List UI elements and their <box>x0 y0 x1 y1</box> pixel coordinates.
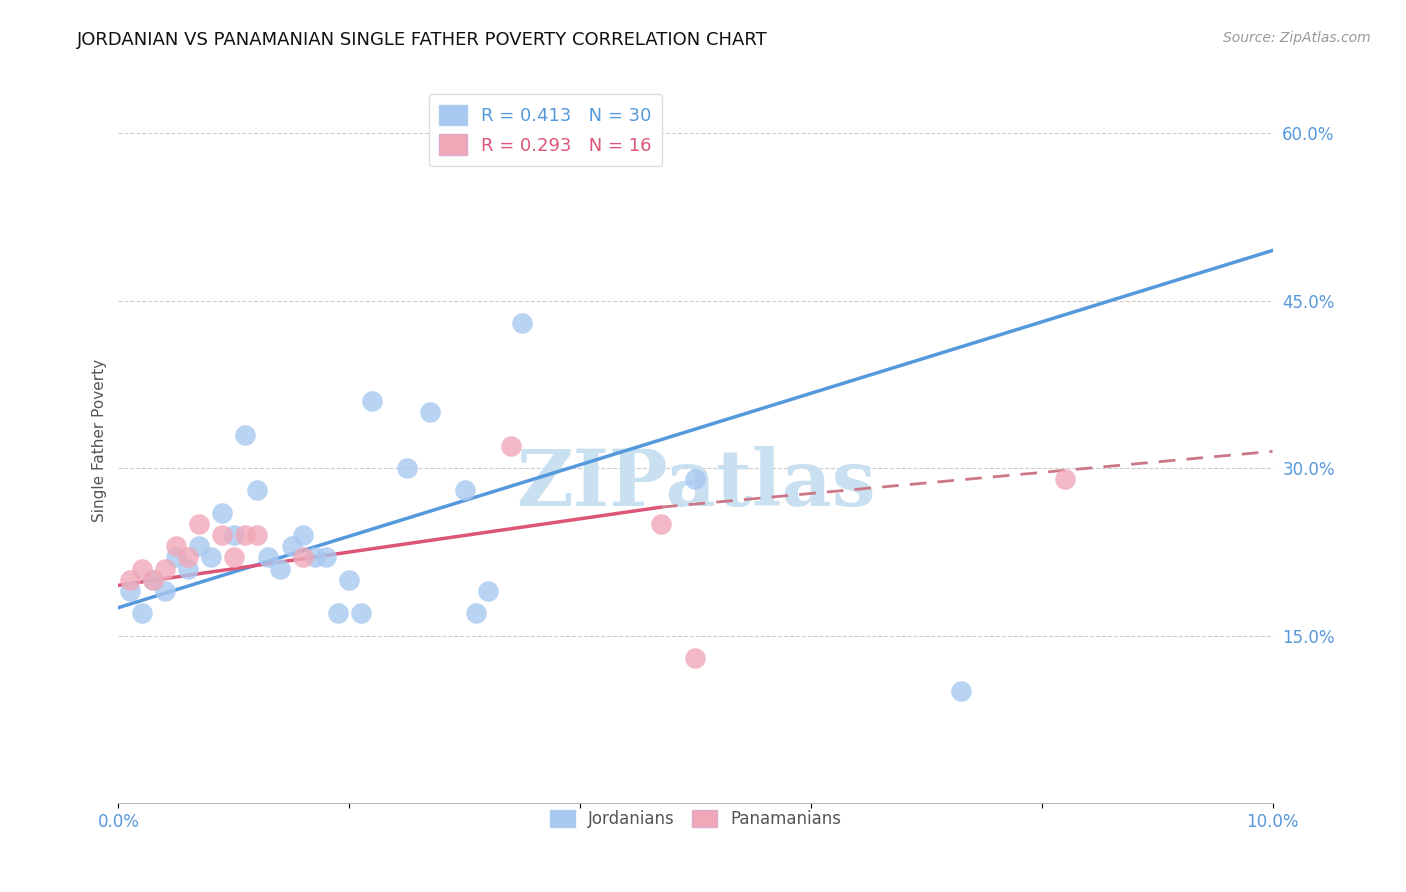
Point <box>176 561 198 575</box>
Text: Source: ZipAtlas.com: Source: ZipAtlas.com <box>1223 31 1371 45</box>
Point <box>685 472 707 486</box>
Point <box>131 606 153 620</box>
Point <box>650 516 672 531</box>
Point <box>222 550 245 565</box>
Point <box>465 606 488 620</box>
Point <box>153 583 176 598</box>
Point <box>235 528 257 542</box>
Point <box>292 550 315 565</box>
Point <box>361 394 384 409</box>
Point <box>477 583 499 598</box>
Point <box>326 606 349 620</box>
Point <box>118 583 141 598</box>
Point <box>1053 472 1076 486</box>
Point <box>292 528 315 542</box>
Point <box>142 573 165 587</box>
Y-axis label: Single Father Poverty: Single Father Poverty <box>93 359 107 522</box>
Point <box>419 405 441 419</box>
Point <box>131 561 153 575</box>
Point <box>211 528 233 542</box>
Point <box>257 550 280 565</box>
Point <box>269 561 291 575</box>
Point <box>499 439 522 453</box>
Point <box>949 684 972 698</box>
Point <box>200 550 222 565</box>
Point <box>246 528 269 542</box>
Legend: Jordanians, Panamanians: Jordanians, Panamanians <box>543 803 848 835</box>
Point <box>153 561 176 575</box>
Text: ZIPatlas: ZIPatlas <box>516 446 876 522</box>
Point <box>512 316 534 330</box>
Point <box>222 528 245 542</box>
Point <box>453 483 475 498</box>
Point <box>395 461 418 475</box>
Point <box>188 539 211 553</box>
Point <box>350 606 373 620</box>
Point <box>280 539 302 553</box>
Point <box>118 573 141 587</box>
Point <box>315 550 337 565</box>
Point <box>142 573 165 587</box>
Text: JORDANIAN VS PANAMANIAN SINGLE FATHER POVERTY CORRELATION CHART: JORDANIAN VS PANAMANIAN SINGLE FATHER PO… <box>77 31 768 49</box>
Point <box>188 516 211 531</box>
Point <box>176 550 198 565</box>
Point <box>337 573 360 587</box>
Point <box>211 506 233 520</box>
Point <box>165 539 187 553</box>
Point <box>685 651 707 665</box>
Point <box>304 550 326 565</box>
Point <box>246 483 269 498</box>
Point <box>165 550 187 565</box>
Point <box>235 427 257 442</box>
